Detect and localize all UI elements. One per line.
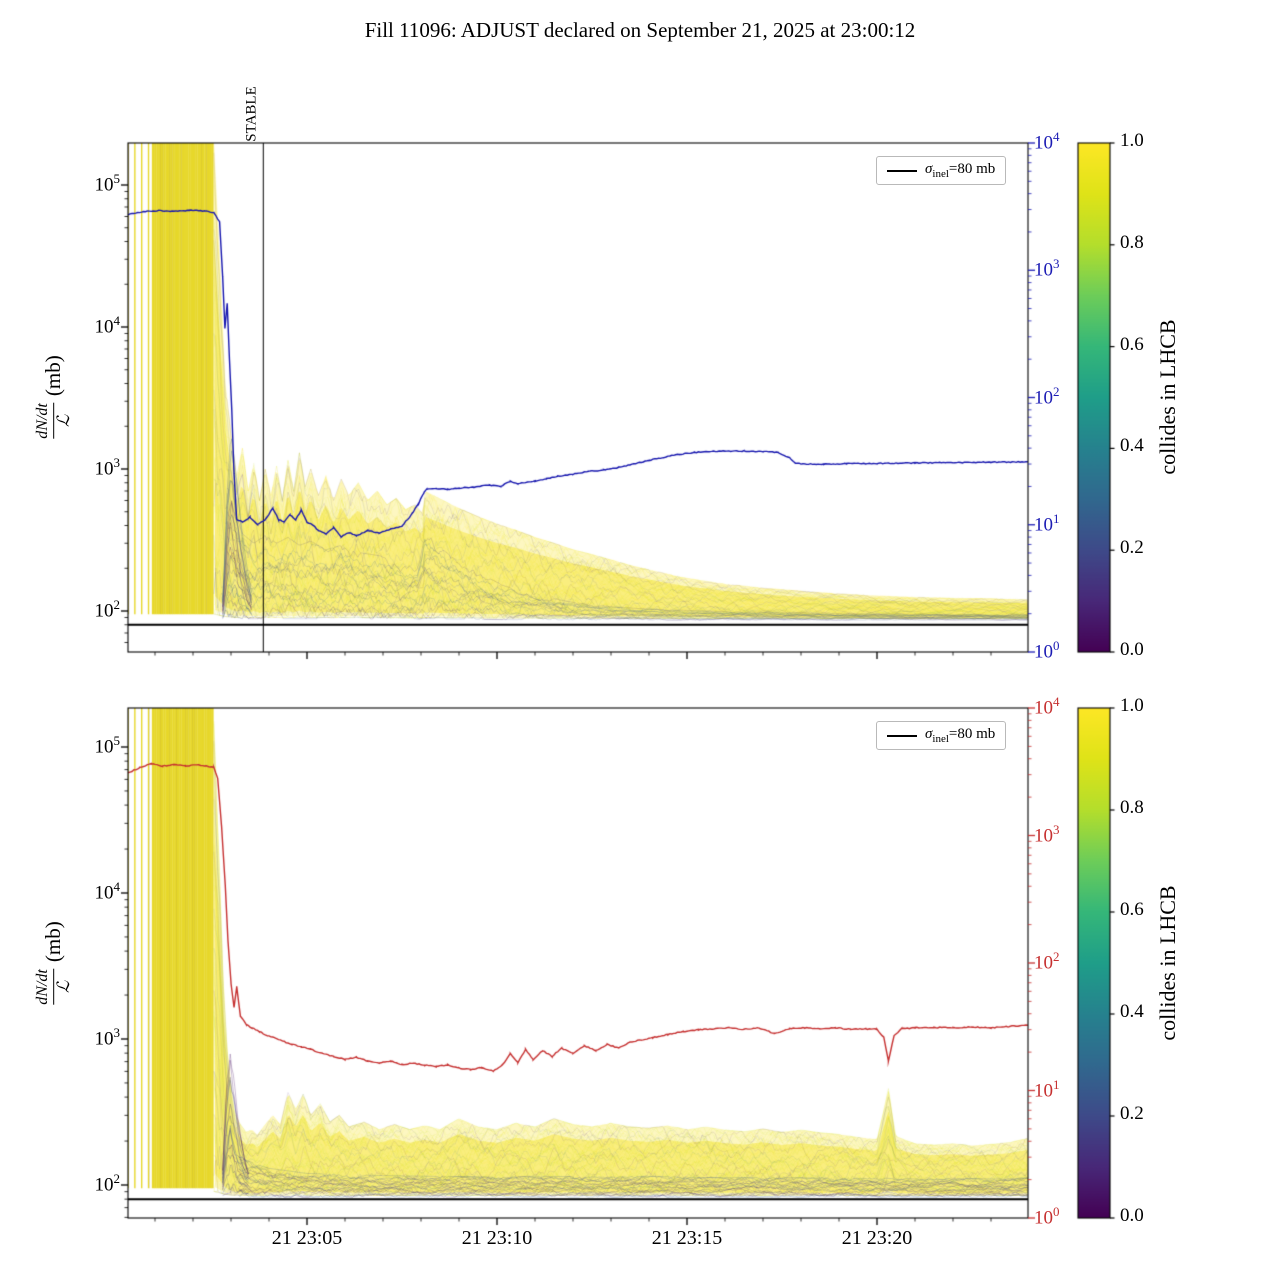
- chart-canvas: [0, 0, 1280, 1280]
